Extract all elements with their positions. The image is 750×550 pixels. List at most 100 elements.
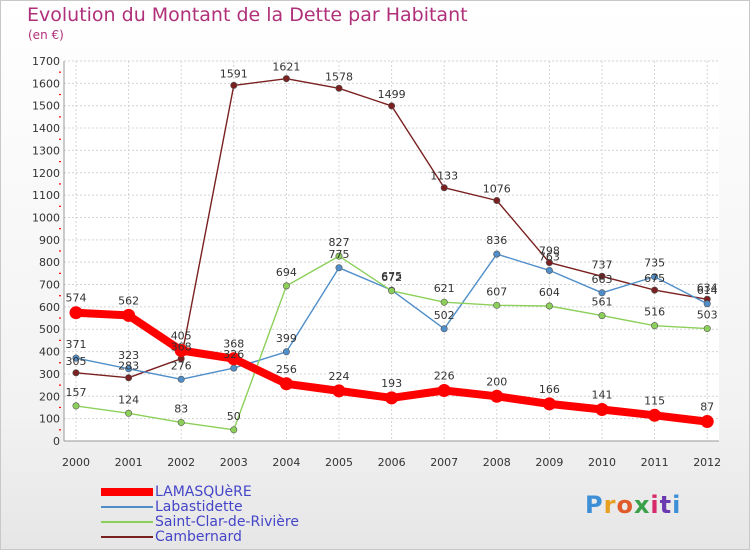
x-tick-label: 2000 (62, 456, 90, 469)
data-label: 561 (592, 296, 613, 309)
x-tick-label: 2012 (693, 456, 721, 469)
legend-item[interactable]: Cambernard (101, 529, 361, 545)
data-point (440, 184, 448, 192)
data-point (493, 196, 501, 204)
data-label: 124 (118, 393, 139, 406)
x-tick-label: 2007 (430, 456, 458, 469)
y-tick-label: 700 (39, 279, 60, 292)
data-point (651, 273, 659, 281)
data-label: 562 (118, 294, 139, 307)
legend-item[interactable]: Labastidette (101, 499, 361, 515)
data-point (437, 383, 451, 397)
data-label: 283 (118, 360, 139, 373)
y-tick-label: 600 (39, 301, 60, 314)
data-label: 368 (223, 338, 244, 351)
data-label: 87 (700, 401, 714, 414)
legend-item[interactable]: LAMASQUèRE (101, 484, 361, 500)
data-point (282, 348, 290, 356)
data-point (651, 322, 659, 330)
data-point (125, 409, 133, 417)
data-point (440, 298, 448, 306)
data-point (230, 364, 238, 372)
data-label: 368 (171, 341, 192, 354)
x-tick-label: 2010 (588, 456, 616, 469)
data-label: 798 (539, 245, 560, 258)
data-point (282, 75, 290, 83)
y-tick-label: 0 (53, 435, 60, 448)
data-label: 83 (174, 402, 188, 415)
data-point (335, 84, 343, 92)
data-label: 502 (434, 309, 455, 322)
data-label: 226 (434, 369, 455, 382)
data-label: 621 (434, 282, 455, 295)
legend-label: Saint-Clar-de-Rivière (155, 514, 299, 530)
data-label: 737 (592, 258, 613, 271)
data-point (493, 250, 501, 258)
y-tick-label: 1000 (32, 211, 60, 224)
data-label: 200 (486, 375, 507, 388)
data-label: 115 (644, 394, 665, 407)
legend-swatch (101, 521, 153, 523)
x-tick-label: 2008 (483, 456, 511, 469)
data-label: 775 (329, 248, 350, 261)
data-point (388, 102, 396, 110)
legend-label: Cambernard (155, 529, 242, 545)
x-tick-label: 2005 (325, 456, 353, 469)
y-tick-label: 200 (39, 390, 60, 403)
legend-item[interactable]: Saint-Clar-de-Rivière (101, 514, 361, 530)
data-label: 166 (539, 383, 560, 396)
data-point (385, 391, 399, 405)
y-tick-label: 1300 (32, 144, 60, 157)
data-point (177, 375, 185, 383)
data-label: 276 (171, 359, 192, 372)
legend-swatch (101, 488, 153, 496)
data-point (125, 374, 133, 382)
x-tick-label: 2004 (272, 456, 300, 469)
data-label: 1621 (272, 61, 300, 74)
data-label: 326 (223, 348, 244, 361)
x-tick-label: 2011 (641, 456, 669, 469)
data-label: 675 (381, 270, 402, 283)
data-label: 604 (539, 286, 560, 299)
y-tick-label: 900 (39, 234, 60, 247)
data-label: 405 (171, 329, 192, 342)
data-point (440, 325, 448, 333)
unit-label: (en €) (28, 28, 64, 42)
x-tick-label: 2001 (115, 456, 143, 469)
data-point (598, 272, 606, 280)
x-tick-label: 2006 (378, 456, 406, 469)
data-point (230, 81, 238, 89)
data-label: 614 (697, 284, 718, 297)
data-point (279, 377, 293, 391)
proxiti-logo: Proxiti (585, 491, 682, 519)
data-label: 141 (592, 388, 613, 401)
data-label: 399 (276, 332, 297, 345)
data-label: 1499 (378, 88, 406, 101)
data-point (648, 408, 662, 422)
data-label: 256 (276, 363, 297, 376)
data-label: 193 (381, 377, 402, 390)
data-point (598, 312, 606, 320)
data-point (72, 402, 80, 410)
legend-label: LAMASQUèRE (155, 484, 252, 500)
y-tick-label: 1400 (32, 122, 60, 135)
data-label: 224 (329, 370, 350, 383)
data-point (69, 306, 83, 320)
data-point (335, 252, 343, 260)
y-tick-label: 1600 (32, 77, 60, 90)
y-tick-label: 400 (39, 346, 60, 359)
data-point (651, 286, 659, 294)
data-label: 305 (66, 355, 87, 368)
x-tick-label: 2002 (167, 456, 195, 469)
data-label: 503 (697, 309, 718, 322)
data-point (703, 300, 711, 308)
data-point (595, 402, 609, 416)
data-label: 1578 (325, 70, 353, 83)
legend-label: Labastidette (155, 499, 243, 515)
data-point (545, 266, 553, 274)
data-label: 836 (486, 234, 507, 247)
y-tick-label: 1700 (32, 55, 60, 68)
data-label: 675 (644, 272, 665, 285)
